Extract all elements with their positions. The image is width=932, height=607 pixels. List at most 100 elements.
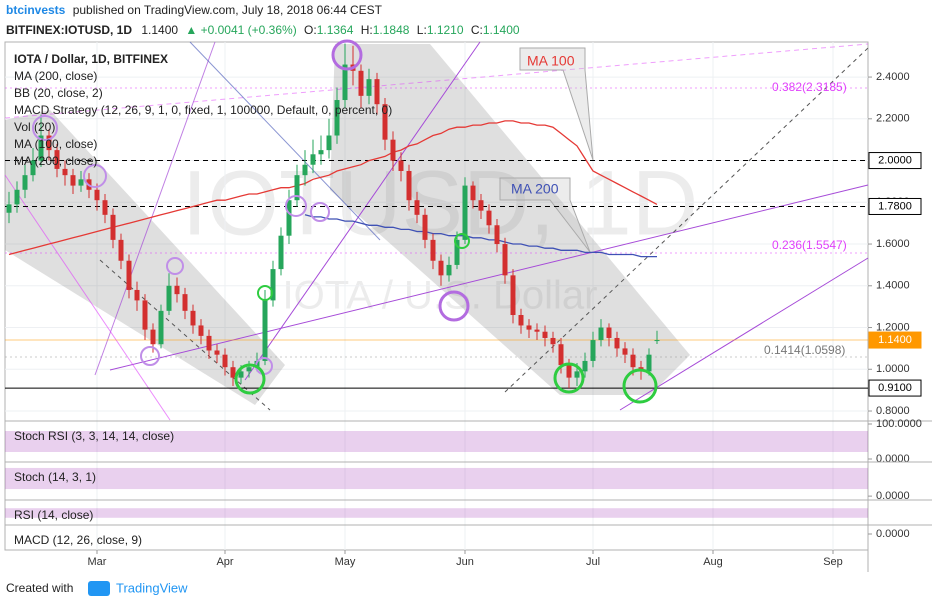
brand-name[interactable]: TradingView <box>116 580 188 595</box>
plot <box>5 43 868 389</box>
y-tick-label: 2.2000 <box>876 113 910 125</box>
fib-label: 0.236(1.5547) <box>772 238 847 252</box>
marker-circle <box>454 233 470 249</box>
marker-circle <box>622 368 658 404</box>
marker-circle <box>32 115 58 141</box>
footer-text: Created with <box>6 581 73 595</box>
candle-body <box>606 327 612 338</box>
candle-body <box>478 200 484 211</box>
candle-body <box>518 315 524 326</box>
candle-body <box>174 285 180 295</box>
marker-circle <box>310 202 330 222</box>
marker-circle <box>438 290 470 322</box>
candle-body <box>646 354 652 372</box>
candle-body <box>510 275 516 316</box>
trend-line <box>94 41 216 376</box>
fib-label: 0.1414(1.0598) <box>764 343 845 357</box>
candle-body <box>462 185 468 240</box>
candle-body <box>78 179 84 186</box>
candle-body <box>414 200 420 215</box>
candle-body <box>470 185 476 201</box>
x-tick-label: Apr <box>216 556 233 568</box>
brand-logo <box>88 581 110 596</box>
candle-body <box>270 269 276 301</box>
y-tick-label: 0.8000 <box>876 405 910 417</box>
y-tick-label: 2.4000 <box>876 71 910 83</box>
candle-body <box>126 260 132 290</box>
pane-tick-label: 100.0000 <box>876 418 922 430</box>
last-price: 1.1400 <box>141 23 178 37</box>
ohlc-value: 1.1848 <box>373 23 410 37</box>
candle-body <box>30 160 36 176</box>
trend-line <box>109 184 869 371</box>
drawings: MA 100 MA 200 0.382(2.3185) 0.236(1.5547… <box>4 41 869 421</box>
candle-body <box>454 239 460 265</box>
candle-body <box>182 294 188 311</box>
candle-body <box>70 175 76 186</box>
candle-body <box>566 365 572 378</box>
marker-circle <box>285 195 307 217</box>
candle-body <box>102 200 108 215</box>
candle-body <box>598 327 604 341</box>
symbol: BITFINEX:IOTUSD, 1D <box>6 23 132 37</box>
candle-body <box>22 175 28 190</box>
header-line-1: btcinvests published on TradingView.com,… <box>6 3 383 17</box>
ohlc-key: O: <box>304 23 317 37</box>
y-tick-label: 1.0000 <box>876 363 910 375</box>
candle-body <box>206 335 212 351</box>
candle-body <box>110 214 116 240</box>
trend-line <box>189 41 381 241</box>
y-tick-label: 1.2000 <box>876 321 910 333</box>
study-label: MA (200, close) <box>14 69 97 83</box>
candle-body <box>494 225 500 245</box>
candle-body <box>318 150 324 155</box>
ma-line <box>304 214 657 258</box>
pane-label: MACD (12, 26, close, 9) <box>14 533 142 547</box>
candle-body <box>422 214 428 240</box>
candle-body <box>166 285 172 311</box>
study-label: MACD Strategy (12, 26, 9, 1, 0, fixed, 1… <box>14 103 392 117</box>
axes: 0.80001.00001.20001.40001.60001.80002.00… <box>88 71 922 568</box>
candle-body <box>38 135 44 161</box>
study-label: Vol (20) <box>14 120 55 134</box>
trend-line <box>504 47 869 393</box>
candle-body <box>14 189 20 205</box>
candle-body <box>286 200 292 236</box>
candle-body <box>446 264 452 276</box>
marker-circle <box>140 346 160 366</box>
pane-label: RSI (14, close) <box>14 508 93 522</box>
marker-circle <box>331 39 363 71</box>
candle-body <box>622 348 628 355</box>
ohlc-value: 1.1210 <box>427 23 464 37</box>
marker-circle <box>83 164 107 188</box>
x-tick-label: Jul <box>586 556 600 568</box>
legend-entry: MA (200, close) <box>14 154 97 168</box>
level-label-box <box>868 152 922 170</box>
pane-label: Stoch (14, 3, 1) <box>14 470 96 484</box>
y-tick-label: 1.6000 <box>876 238 910 250</box>
publisher[interactable]: btcinvests <box>6 3 66 17</box>
pane-band <box>5 430 868 452</box>
x-tick-label: Aug <box>703 556 723 568</box>
candle-body <box>150 329 156 345</box>
candle-body <box>190 310 196 326</box>
candle-body <box>558 344 564 366</box>
trend-line <box>619 257 869 411</box>
ohlc-value: 1.1364 <box>317 23 354 37</box>
trend-line <box>4 43 869 119</box>
candle-body <box>46 135 52 151</box>
channel <box>330 44 690 395</box>
ohlc-key: H: <box>361 23 373 37</box>
marker-circle <box>166 257 184 275</box>
candle-body <box>654 340 660 342</box>
x-tick-label: Jun <box>456 556 474 568</box>
candle-body <box>326 135 332 151</box>
candle-body <box>62 168 68 176</box>
candle-body <box>334 100 340 136</box>
level-label: 1.1400 <box>878 334 912 346</box>
candle-body <box>94 189 100 201</box>
candle-body <box>342 64 348 101</box>
candle-body <box>54 150 60 169</box>
study-label: IOTA / Dollar, 1D, BITFINEX <box>14 52 168 66</box>
level-label-box <box>868 379 922 397</box>
